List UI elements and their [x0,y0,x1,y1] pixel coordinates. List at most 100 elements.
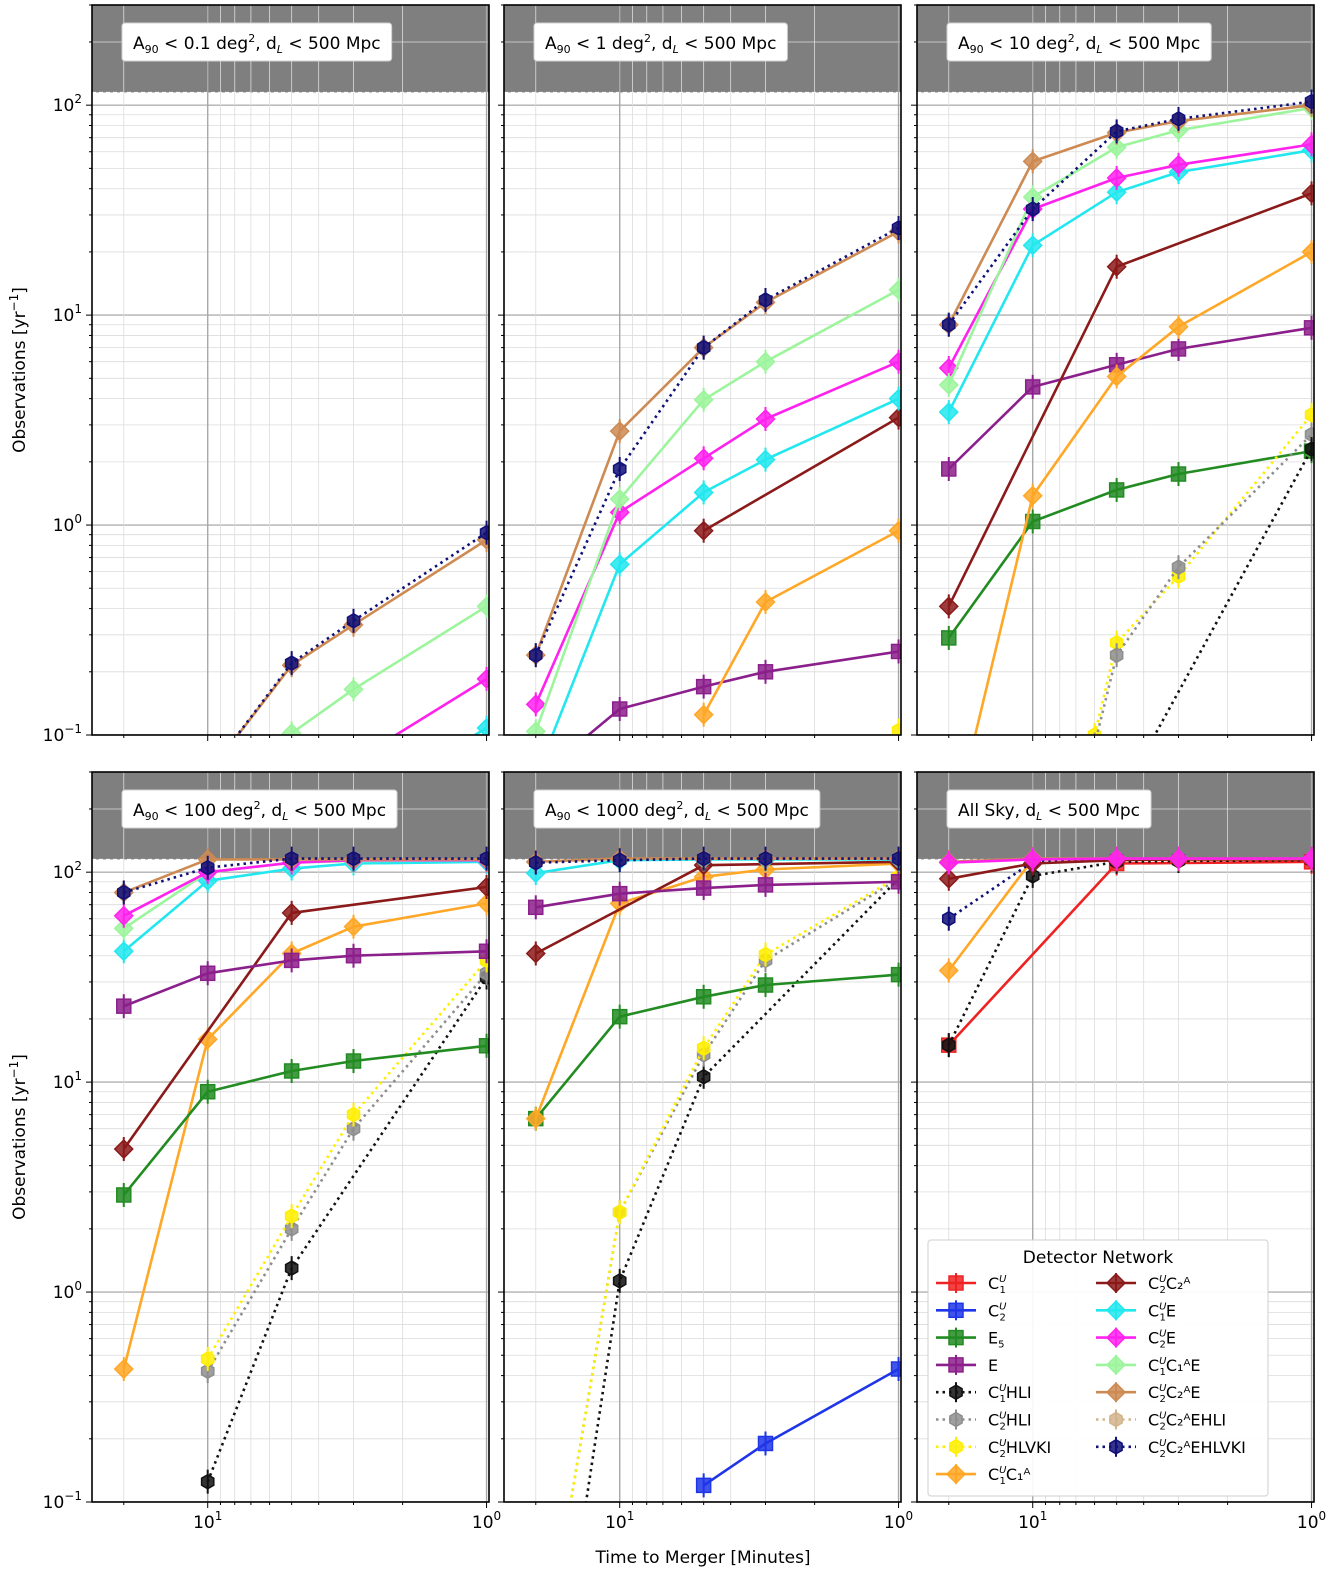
data-point [888,351,901,372]
series-C2UHLI [200,961,489,1384]
legend-entry-C2UC2AEHLI: CU 2C₂ᴬEHLI [1096,1409,1226,1433]
data-point [283,1063,300,1079]
legend-swatch-marker [1105,1327,1127,1348]
legend-label: CU 1C₁ᴬE [1148,1356,1200,1378]
data-point [758,850,773,867]
data-point [116,998,132,1014]
data-point [113,918,134,939]
panel-title: All Sky, dL < 500 Mpc [946,789,1152,829]
data-point [479,850,489,867]
series-C2UC2AEHLVKI [528,846,901,875]
panel-5: 101 100 A90 < 1000 deg2, dL < 500 Mpc [498,771,913,1533]
data-point [693,520,714,541]
legend-swatch-marker [948,1302,964,1319]
series-line [122,860,487,953]
data-point [888,388,901,409]
legend-label: CU 2HLVKI [988,1438,1051,1460]
legend-entry-C1UHLI: CU 1HLI [936,1382,1032,1405]
series-C2UE [525,349,901,717]
series-line [947,858,1312,972]
legend-swatch-marker [1105,1300,1127,1321]
series-C1UC1A [525,851,901,1131]
series-line [122,885,487,1150]
series-C2UC2A [525,849,901,966]
data-point [941,316,956,333]
data-point [281,723,302,735]
data-point [528,899,544,916]
data-point [890,966,901,983]
data-point [1106,848,1127,869]
legend-entry-E: E [936,1354,998,1375]
data-point [755,591,776,613]
data-point [113,941,134,962]
legend-entry-C2UC2AEHLVKI: CU 2C₂ᴬEHLVKI [1096,1436,1246,1460]
series-line [1095,433,1313,735]
data-point [1304,406,1314,423]
series-line [569,877,900,1502]
data-point [695,880,712,896]
data-point [1170,341,1187,357]
legend-swatch-marker [948,1275,964,1291]
series-line [534,360,900,705]
series-C1UE [551,386,901,735]
series-group [525,846,901,1502]
series-line [206,976,488,1483]
data-point [1022,151,1043,172]
data-point [611,885,628,902]
series-C1UHLI [200,965,489,1494]
panel-2: A90 < 1 deg2, dL < 500 Mpc [498,4,902,741]
data-point [941,910,956,927]
series-line [123,950,487,1008]
legend-label: E5 [988,1329,1004,1351]
data-point [199,965,216,982]
legend: Detector Network CU 1 CU 2 E5 E CU 1HLI CU 2HLI CU 2… [927,1239,1269,1497]
x-tick-label: 100 [472,1509,501,1533]
data-point [1168,316,1189,337]
x-tick-label: 101 [605,1509,634,1533]
data-point [693,448,714,469]
data-point [1022,235,1043,256]
data-point [1025,868,1040,884]
title-text: A90 < 1000 deg2, dL < 500 Mpc [545,799,809,823]
data-point [525,694,546,715]
series-line [947,858,1312,1046]
data-point [113,1358,134,1380]
series-line [534,226,900,656]
panel-title: A90 < 1000 deg2, dL < 500 Mpc [533,789,821,829]
series-line [1093,413,1313,735]
data-point [1106,366,1127,387]
grid [504,5,901,735]
data-point [284,1260,299,1276]
data-point [695,678,712,695]
data-point [888,407,901,428]
series-C1UHLI [941,848,1314,1058]
series-C2UHLVKI [569,864,901,1502]
y-tick-label: 102 [53,859,82,883]
legend-swatch-marker [948,1329,964,1346]
title-box [946,22,1212,62]
data-point [281,902,302,923]
title-box [533,22,788,62]
data-point [757,664,774,680]
data-point [612,852,627,869]
title-box [946,789,1152,829]
plot-frame [916,4,1315,736]
data-point [609,554,630,575]
y-tick-label: 10−1 [43,1489,82,1513]
series-C2UHLVKI [891,718,901,735]
series-C1UC1AE [525,277,901,735]
data-point [941,461,957,477]
legend-swatch-marker [1105,1272,1127,1294]
data-point [1109,123,1124,140]
legend-label: CU 2C₂ᴬEHLVKI [1148,1438,1246,1460]
x-tick-label: 101 [193,1509,222,1533]
data-point [113,1138,134,1160]
legend-swatch-marker [1109,1411,1123,1428]
series-line [534,973,899,1120]
legend-label: CU 2C₂ᴬE [1148,1383,1200,1405]
series-C1UC1A [693,518,901,727]
data-point [199,1083,216,1100]
data-point [283,952,300,969]
title-text: A90 < 100 deg2, dL < 500 Mpc [133,799,386,823]
series-C2UC2A [938,181,1314,619]
